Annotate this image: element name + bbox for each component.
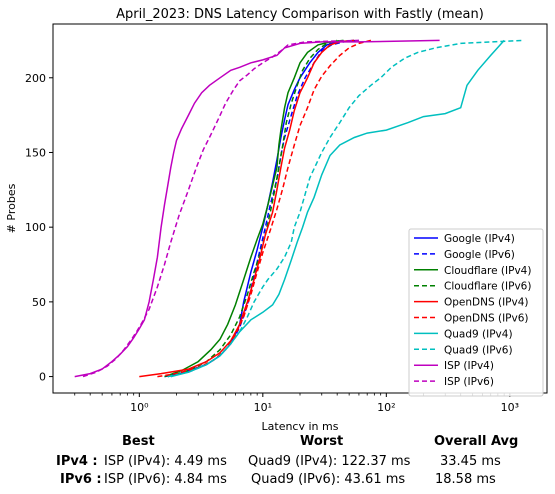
summary-row-ipv6-avg: 18.58 ms bbox=[435, 472, 496, 487]
summary-row-ipv4-avg: 33.45 ms bbox=[440, 454, 501, 469]
summary-row-ipv4-worst: Quad9 (IPv4): 122.37 ms bbox=[248, 454, 411, 469]
summary-row-ipv6-worst: Quad9 (IPv6): 43.61 ms bbox=[251, 472, 406, 487]
summary-header-best: Best bbox=[122, 434, 155, 449]
legend-label-2: Cloudflare (IPv4) bbox=[444, 265, 531, 277]
summary-header-avg: Overall Avg bbox=[434, 434, 519, 449]
series-line-9 bbox=[82, 39, 359, 378]
legend-label-5: OpenDNS (IPv6) bbox=[444, 313, 529, 325]
series-line-7 bbox=[167, 39, 524, 378]
series-line-0 bbox=[170, 39, 355, 378]
summary-header-worst: Worst bbox=[300, 434, 344, 449]
summary-row-ipv6-label: IPv6 : bbox=[60, 472, 102, 487]
legend-label-6: Quad9 (IPv4) bbox=[444, 328, 513, 340]
series-line-6 bbox=[170, 39, 505, 378]
summary-row-ipv4-label: IPv4 : bbox=[56, 454, 98, 469]
legend-label-7: Quad9 (IPv6) bbox=[444, 344, 513, 356]
latency-chart: April_2023: DNS Latency Comparison with … bbox=[5, 7, 548, 430]
legend-label-0: Google (IPv4) bbox=[444, 233, 515, 245]
legend-label-9: ISP (IPv6) bbox=[444, 376, 494, 388]
x-axis-label: Latency in ms bbox=[262, 420, 339, 430]
series-line-3 bbox=[167, 39, 338, 378]
y-axis-label: # Probes bbox=[5, 183, 18, 233]
series-line-4 bbox=[139, 39, 355, 378]
series-line-5 bbox=[157, 39, 372, 378]
x-tick-label-2: 10² bbox=[377, 401, 395, 414]
chart-title: April_2023: DNS Latency Comparison with … bbox=[116, 7, 484, 22]
legend-box bbox=[408, 228, 544, 397]
y-tick-label-0: 0 bbox=[39, 371, 46, 384]
x-tick-label-1: 10¹ bbox=[254, 401, 272, 414]
y-tick-label-4: 200 bbox=[25, 72, 46, 85]
series-line-1 bbox=[164, 39, 359, 378]
y-tick-label-2: 100 bbox=[25, 221, 46, 234]
series-line-2 bbox=[164, 39, 344, 378]
summary-row-ipv4-best: ISP (IPv4): 4.49 ms bbox=[104, 454, 227, 469]
legend-label-1: Google (IPv6) bbox=[444, 249, 515, 261]
legend-label-8: ISP (IPv4) bbox=[444, 360, 494, 372]
summary-row-ipv6-best: ISP (IPv6): 4.84 ms bbox=[104, 472, 227, 487]
y-tick-label-1: 50 bbox=[32, 296, 46, 309]
x-tick-label-0: 10⁰ bbox=[130, 401, 149, 414]
y-tick-label-3: 150 bbox=[25, 146, 46, 159]
series-line-8 bbox=[74, 39, 440, 378]
legend-label-4: OpenDNS (IPv4) bbox=[444, 297, 529, 309]
x-tick-label-3: 10³ bbox=[501, 401, 519, 414]
legend-label-3: Cloudflare (IPv6) bbox=[444, 281, 531, 293]
